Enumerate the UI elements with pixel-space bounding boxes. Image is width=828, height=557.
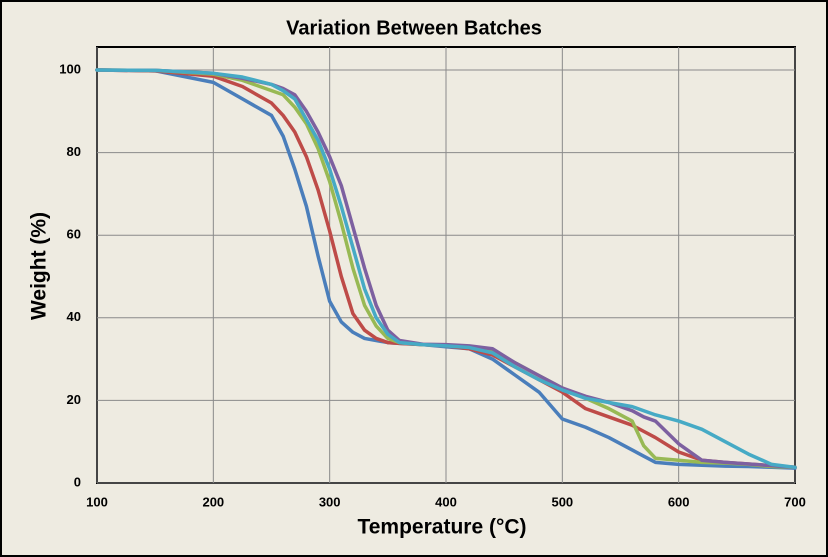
x-tick-label: 400: [435, 494, 457, 509]
y-tick-label: 100: [59, 61, 81, 76]
x-tick-label: 700: [784, 494, 806, 509]
y-tick-label: 80: [67, 144, 81, 159]
chart-title: Variation Between Batches: [286, 17, 542, 39]
x-tick-label: 100: [86, 494, 108, 509]
y-axis-label: Weight (%): [28, 212, 51, 320]
y-tick-label: 60: [67, 227, 81, 242]
data-line: [95, 68, 797, 470]
y-tick-label: 40: [67, 309, 81, 324]
y-tick-label: 20: [67, 392, 81, 407]
grid: [96, 47, 796, 484]
lines: [95, 68, 797, 470]
x-tick-label: 300: [319, 494, 341, 509]
x-tick-label: 600: [668, 494, 690, 509]
x-tick-label: 500: [551, 494, 573, 509]
x-tick-label: 200: [202, 494, 224, 509]
y-tick-label: 0: [74, 474, 81, 489]
x-axis-label: Temperature (°C): [357, 516, 526, 539]
